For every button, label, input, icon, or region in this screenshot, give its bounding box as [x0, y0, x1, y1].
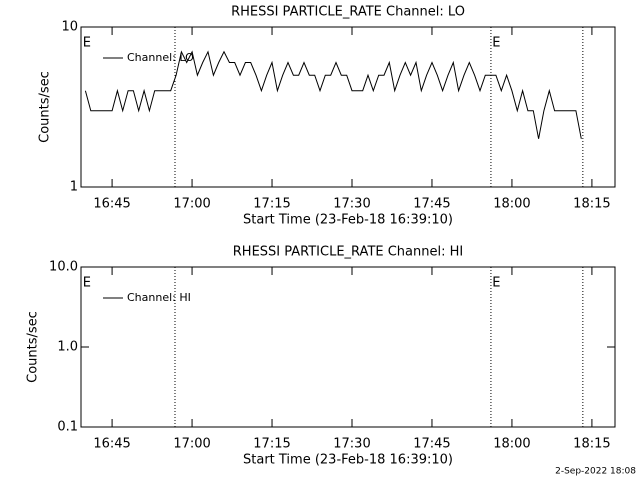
x-tick-label: 17:30: [333, 197, 370, 212]
event-label: E: [492, 276, 500, 291]
legend-label: Channel: HI: [127, 291, 191, 304]
event-label: E: [492, 36, 500, 51]
x-tick-label: 17:00: [173, 197, 210, 212]
y-tick-label: 1: [70, 180, 78, 195]
x-tick-label: 18:15: [573, 437, 610, 452]
y-tick-label: 10.0: [49, 260, 78, 275]
chart-title: RHESSI PARTICLE_RATE Channel: LO: [231, 5, 465, 20]
event-label: E: [83, 276, 91, 291]
y-axis-label: Counts/sec: [26, 311, 41, 383]
x-axis-label: Start Time (23-Feb-18 16:39:10): [243, 453, 453, 468]
data-line: [84, 50, 582, 139]
legend-label: Channel: LO: [127, 51, 194, 64]
x-tick-label: 18:00: [493, 197, 530, 212]
y-tick-label: 0.1: [57, 420, 78, 435]
x-tick-label: 16:45: [93, 197, 130, 212]
x-tick-label: 17:45: [413, 437, 450, 452]
x-tick-label: 17:15: [253, 197, 290, 212]
y-axis-label: Counts/sec: [38, 71, 53, 143]
y-tick-label: 10: [61, 20, 78, 35]
y-tick-label: 1.0: [57, 340, 78, 355]
x-tick-label: 17:15: [253, 437, 290, 452]
footer-date: 2-Sep-2022 18:08: [555, 467, 636, 477]
x-tick-label: 18:00: [493, 437, 530, 452]
plot-frame: [80, 26, 616, 188]
x-tick-label: 17:45: [413, 197, 450, 212]
x-tick-label: 16:45: [93, 437, 130, 452]
chart-title: RHESSI PARTICLE_RATE Channel: HI: [233, 245, 463, 260]
x-tick-label: 17:30: [333, 437, 370, 452]
x-tick-label: 17:00: [173, 437, 210, 452]
x-axis-label: Start Time (23-Feb-18 16:39:10): [243, 213, 453, 228]
x-tick-label: 18:15: [573, 197, 610, 212]
event-label: E: [83, 36, 91, 51]
